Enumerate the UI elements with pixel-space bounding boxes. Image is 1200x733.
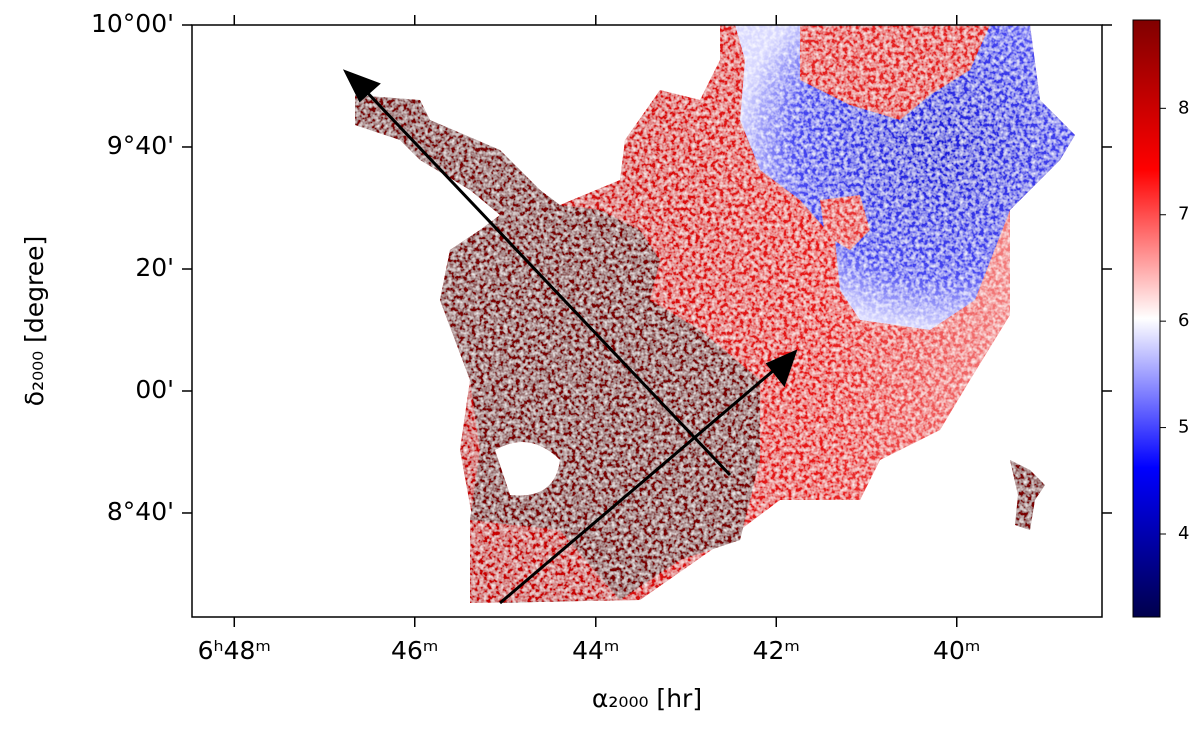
x-tick-label: 44ᵐ	[572, 636, 619, 665]
colorbar-tick-label: 8	[1178, 97, 1189, 118]
y-tick-label: 10°00'	[91, 9, 174, 38]
arrows	[342, 69, 798, 605]
x-tick-label: 46ᵐ	[391, 636, 438, 665]
y-tick-label: 8°40'	[107, 497, 174, 526]
map-region	[470, 520, 620, 603]
colorbar-tick-label: 6	[1178, 310, 1189, 331]
map-region	[735, 25, 1075, 330]
colorbar-tick-label: 4	[1178, 523, 1189, 544]
y-tick-label: 00'	[135, 375, 174, 404]
x-tick-label: 6ʰ48ᵐ	[198, 636, 271, 665]
map-region	[820, 195, 870, 250]
map-region	[800, 25, 990, 120]
map-region	[355, 95, 760, 603]
y-axis-label: δ₂₀₀₀ [degree]	[20, 236, 49, 406]
colorbar	[1132, 19, 1161, 618]
y-tick-label: 9°40'	[107, 131, 174, 160]
map-region	[1010, 460, 1045, 530]
x-tick-label: 40ᵐ	[933, 636, 980, 665]
colorbar-tick-label: 5	[1178, 417, 1189, 438]
arrow-head	[342, 69, 381, 103]
axes-frame	[191, 24, 1103, 618]
colorbar-tick-label: 7	[1178, 204, 1189, 225]
map-region	[495, 442, 560, 496]
y-tick-label: 20'	[135, 253, 174, 282]
arrow-head	[765, 349, 798, 388]
x-tick-label: 42ᵐ	[753, 636, 800, 665]
x-axis-label: α₂₀₀₀ [hr]	[592, 684, 702, 713]
arrow	[360, 85, 732, 477]
velocity-map	[355, 25, 1075, 603]
arrow	[499, 363, 781, 605]
